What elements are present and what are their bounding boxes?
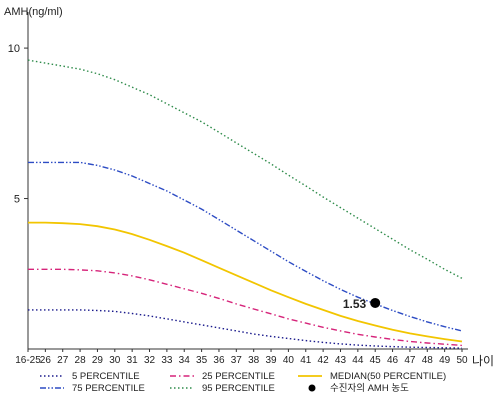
legend-label: 75 PERCENTILE — [72, 383, 145, 394]
series-line-5-percentile — [28, 309, 463, 349]
x-tick-label: 46 — [387, 355, 399, 366]
x-tick-label: 48 — [422, 355, 434, 366]
x-tick-label: 16-25 — [15, 355, 41, 366]
y-tick-label: 10 — [8, 43, 20, 55]
x-tick-label: 29 — [92, 355, 104, 366]
legend-label: 5 PERCENTILE — [72, 371, 140, 382]
legend-label: 25 PERCENTILE — [202, 371, 275, 382]
y-axis-label: AMH(ng/ml) — [4, 6, 63, 18]
series-line-95-percentile — [27, 59, 463, 279]
legend-marker-swatch — [308, 384, 316, 392]
x-tick-label: 27 — [57, 355, 69, 366]
x-tick-label: 44 — [352, 355, 364, 366]
x-tick-label: 38 — [248, 355, 260, 366]
legend-label: 95 PERCENTILE — [202, 383, 275, 394]
x-axis-label: 나이 — [472, 354, 494, 368]
x-tick-label: 26 — [40, 355, 52, 366]
x-tick-label: 39 — [265, 355, 277, 366]
x-tick-label: 49 — [439, 355, 451, 366]
x-tick-label: 35 — [196, 355, 208, 366]
x-tick-label: 42 — [318, 355, 330, 366]
x-tick-label: 30 — [109, 355, 121, 366]
x-tick-label: 47 — [404, 355, 416, 366]
legend-marker-label: 수진자의 AMH 농도 — [330, 383, 409, 394]
series-line-25-percentile — [28, 268, 463, 347]
x-axis-ticks: 16-25 26 27 28 29 30 31 32 33 34 35 36 37 38 39 40 41 42 4… — [15, 349, 468, 366]
x-tick-label: 43 — [335, 355, 347, 366]
x-tick-label: 34 — [179, 355, 191, 366]
x-tick-label: 33 — [161, 355, 173, 366]
x-tick-label: 36 — [213, 355, 225, 366]
x-tick-label: 40 — [283, 355, 295, 366]
x-tick-label: 28 — [75, 355, 87, 366]
patient-amh-value-label: 1.53 — [343, 297, 367, 311]
legend: 5 PERCENTILE 25 PERCENTILE MEDIAN(50 PERCE… — [40, 371, 446, 394]
series-line-median-50-percentile — [28, 221, 463, 343]
legend-label: MEDIAN(50 PERCENTILE) — [330, 371, 446, 382]
x-tick-label: 37 — [231, 355, 243, 366]
series-line-75-percentile — [28, 161, 463, 332]
y-axis-ticks: 5 10 — [8, 43, 28, 206]
patient-marker: 1.53 — [343, 297, 381, 311]
axes — [27, 12, 468, 350]
y-tick-label: 5 — [14, 194, 20, 206]
x-tick-label: 32 — [144, 355, 156, 366]
x-tick-label: 50 — [456, 355, 468, 366]
x-tick-label: 45 — [370, 355, 382, 366]
patient-amh-point — [370, 297, 381, 308]
x-tick-label: 31 — [127, 355, 139, 366]
series-lines — [27, 59, 463, 349]
x-tick-label: 41 — [300, 355, 312, 366]
